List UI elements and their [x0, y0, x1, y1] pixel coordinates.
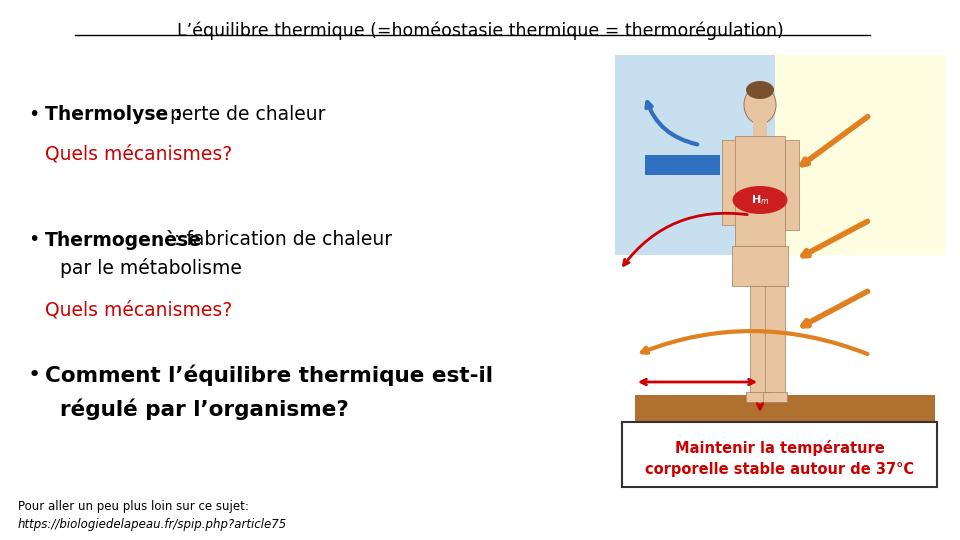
- Text: Pour aller un peu plus loin sur ce sujet:: Pour aller un peu plus loin sur ce sujet…: [18, 500, 249, 513]
- Text: Quels mécanismes?: Quels mécanismes?: [45, 300, 232, 319]
- Text: Thermogenèse: Thermogenèse: [45, 230, 202, 250]
- Bar: [635, 395, 935, 423]
- Text: perte de chaleur: perte de chaleur: [170, 105, 325, 124]
- Bar: [750, 286, 770, 396]
- Ellipse shape: [732, 186, 787, 214]
- Text: : fabrication de chaleur: : fabrication de chaleur: [168, 230, 392, 249]
- Text: corporelle stable autour de 37°C: corporelle stable autour de 37°C: [645, 462, 914, 477]
- Bar: [622, 422, 937, 487]
- Bar: [735, 136, 785, 246]
- Bar: [732, 246, 788, 286]
- Text: •: •: [28, 105, 39, 124]
- Ellipse shape: [746, 81, 774, 99]
- Bar: [785, 140, 799, 230]
- Text: •: •: [28, 365, 41, 385]
- Bar: [765, 286, 785, 396]
- Ellipse shape: [744, 86, 776, 124]
- Text: Maintenir la température: Maintenir la température: [675, 440, 884, 456]
- Text: Comment l’équilibre thermique est-il: Comment l’équilibre thermique est-il: [45, 365, 493, 387]
- Bar: [775, 55, 945, 255]
- Text: Quels mécanismes?: Quels mécanismes?: [45, 145, 232, 164]
- Bar: [615, 255, 945, 415]
- Bar: [615, 55, 775, 255]
- Bar: [763, 392, 787, 402]
- Bar: [645, 155, 720, 175]
- Bar: [753, 121, 767, 136]
- Text: H$_m$: H$_m$: [751, 193, 769, 207]
- Text: par le métabolisme: par le métabolisme: [60, 258, 242, 278]
- Bar: [722, 140, 736, 225]
- Bar: [746, 392, 772, 402]
- Text: Thermolyse :: Thermolyse :: [45, 105, 189, 124]
- Text: L’équilibre thermique (=homéostasie thermique = thermorégulation): L’équilibre thermique (=homéostasie ther…: [177, 22, 783, 40]
- Text: régulé par l’organisme?: régulé par l’organisme?: [60, 398, 348, 420]
- Text: •: •: [28, 230, 39, 249]
- Text: https://biologiedelapeau.fr/spip.php?article75: https://biologiedelapeau.fr/spip.php?art…: [18, 518, 287, 531]
